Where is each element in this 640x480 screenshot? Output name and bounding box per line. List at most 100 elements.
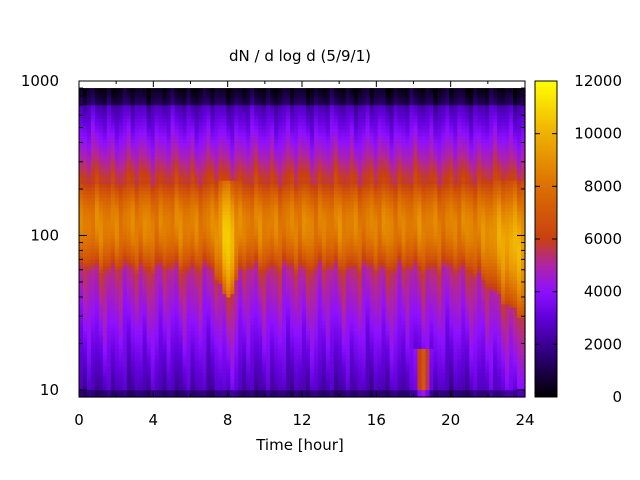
heatmap-cell	[274, 139, 279, 144]
heatmap-cell	[270, 294, 275, 299]
heatmap-cell	[222, 311, 227, 316]
heatmap-cell	[222, 359, 227, 364]
heatmap-cell	[230, 269, 235, 275]
heatmap-cell	[274, 115, 279, 120]
heatmap-cell	[146, 321, 152, 326]
heatmap-cell	[258, 129, 263, 134]
heatmap-cell	[298, 239, 303, 244]
heatmap-cell	[242, 139, 247, 144]
heatmap-cell	[258, 297, 263, 302]
heatmap-cell	[82, 91, 88, 96]
heatmap-cell	[178, 197, 184, 202]
heatmap-cell	[86, 153, 92, 158]
heatmap-cell	[238, 376, 243, 381]
heatmap-cell	[278, 263, 283, 268]
heatmap-cell	[130, 263, 136, 268]
heatmap-cell	[186, 112, 192, 117]
heatmap-cell	[154, 146, 160, 151]
heatmap-cell	[286, 352, 291, 357]
heatmap-cell	[198, 314, 204, 319]
heatmap-cell	[126, 204, 132, 209]
heatmap-cell	[274, 252, 279, 257]
heatmap-cell	[134, 307, 140, 312]
heatmap-cell	[142, 149, 148, 154]
heatmap-cell	[166, 187, 172, 192]
heatmap-cell	[102, 300, 108, 305]
heatmap-cell	[110, 232, 116, 237]
heatmap-cell	[234, 211, 239, 216]
heatmap-cell	[182, 331, 188, 336]
heatmap-cell	[262, 376, 267, 381]
heatmap-cell	[238, 283, 243, 288]
heatmap-cell	[198, 167, 204, 172]
heatmap-cell	[186, 348, 192, 353]
heatmap-cell	[134, 390, 140, 395]
heatmap-cell	[238, 180, 243, 185]
heatmap-cell	[214, 280, 219, 285]
heatmap-cell	[294, 390, 299, 395]
heatmap-cell	[278, 112, 283, 117]
heatmap-cell	[190, 242, 196, 247]
heatmap-cell	[234, 88, 239, 93]
heatmap-cell	[86, 280, 92, 285]
heatmap-cell	[250, 194, 255, 199]
heatmap-cell	[162, 242, 168, 247]
heatmap-cell	[266, 129, 271, 134]
heatmap-cell	[274, 204, 279, 209]
heatmap-cell	[102, 276, 108, 281]
heatmap-cell	[242, 280, 247, 285]
heatmap-cell	[254, 252, 259, 257]
heatmap-cell	[190, 204, 196, 209]
heatmap-cell	[126, 191, 132, 196]
heatmap-cell	[94, 211, 100, 216]
heatmap-cell	[290, 160, 295, 165]
heatmap-cell	[202, 108, 208, 113]
heatmap-cell	[82, 194, 88, 199]
heatmap-cell	[270, 221, 275, 226]
heatmap-cell	[266, 311, 271, 316]
heatmap-cell	[79, 98, 84, 103]
heatmap-cell	[178, 118, 184, 123]
heatmap-cell	[282, 177, 287, 182]
heatmap-cell	[102, 355, 108, 360]
heatmap-cell	[254, 338, 259, 343]
heatmap-cell	[266, 125, 271, 130]
heatmap-cell	[79, 235, 84, 240]
heatmap-cell	[202, 177, 208, 182]
heatmap-cell	[270, 98, 275, 103]
heatmap-cell	[86, 149, 92, 154]
heatmap-cell	[234, 91, 239, 96]
heatmap-cell	[158, 125, 164, 130]
heatmap-cell	[138, 142, 144, 148]
heatmap-cell	[86, 221, 92, 226]
heatmap-cell	[290, 307, 295, 312]
heatmap-cell	[190, 294, 196, 299]
heatmap-cell	[82, 167, 88, 172]
heatmap-cell	[86, 163, 92, 168]
heatmap-cell	[198, 194, 204, 199]
heatmap-cell	[82, 342, 88, 347]
heatmap-cell	[130, 177, 136, 182]
heatmap-cell	[286, 390, 291, 395]
heatmap-cell	[270, 204, 275, 209]
heatmap-cell	[270, 156, 275, 161]
heatmap-cell	[218, 273, 223, 278]
heatmap-cell	[79, 129, 84, 134]
heatmap-cell	[218, 307, 223, 312]
heatmap-cell	[90, 294, 96, 299]
heatmap-cell	[122, 256, 128, 261]
heatmap-cell	[98, 177, 104, 182]
heatmap-cell	[138, 355, 144, 360]
heatmap-plot-area	[79, 88, 526, 398]
heatmap-cell	[258, 393, 263, 398]
heatmap-cell	[162, 328, 168, 333]
heatmap-cell	[286, 167, 291, 172]
heatmap-cell	[282, 149, 287, 154]
heatmap-cell	[186, 156, 192, 161]
heatmap-cell	[86, 173, 92, 178]
heatmap-cell	[282, 335, 287, 340]
heatmap-cell	[94, 331, 100, 336]
heatmap-cell	[114, 125, 120, 130]
heatmap-cell	[198, 342, 204, 347]
heatmap-cell	[106, 311, 112, 316]
